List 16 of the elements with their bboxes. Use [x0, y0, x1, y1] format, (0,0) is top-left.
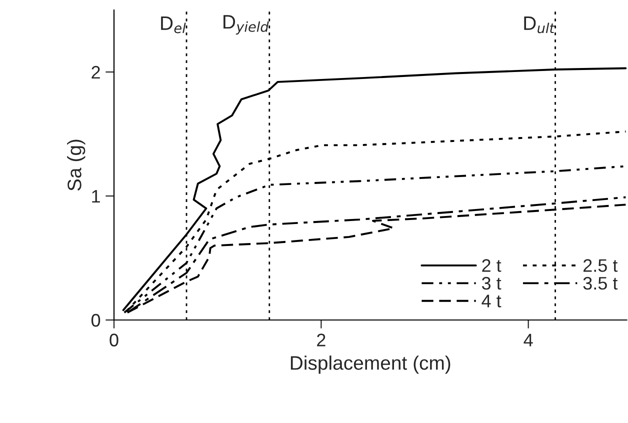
legend-label: 2.5 t [583, 259, 618, 272]
x-tick-label: 4 [524, 334, 533, 346]
legend-label: 3 t [482, 276, 502, 290]
ref-line-label: D$_{el}$ [161, 16, 186, 34]
x-axis-title: Displacement (cm) [290, 356, 450, 374]
x-tick-label: 0 [110, 334, 118, 346]
ref-line-label: D$_{yield}$ [224, 15, 269, 35]
legend-label: 4 t [482, 294, 502, 308]
y-tick-label: 0 [91, 314, 100, 327]
x-tick-label: 2 [317, 334, 326, 346]
legend-label: 2 t [482, 259, 502, 272]
ref-line-label: D$_{ult}$ [524, 16, 555, 34]
legend-label: 3.5 t [583, 276, 618, 290]
y-axis-title: Sa (g) [67, 140, 86, 191]
y-tick-label: 1 [92, 190, 100, 203]
y-tick-label: 2 [92, 66, 100, 79]
